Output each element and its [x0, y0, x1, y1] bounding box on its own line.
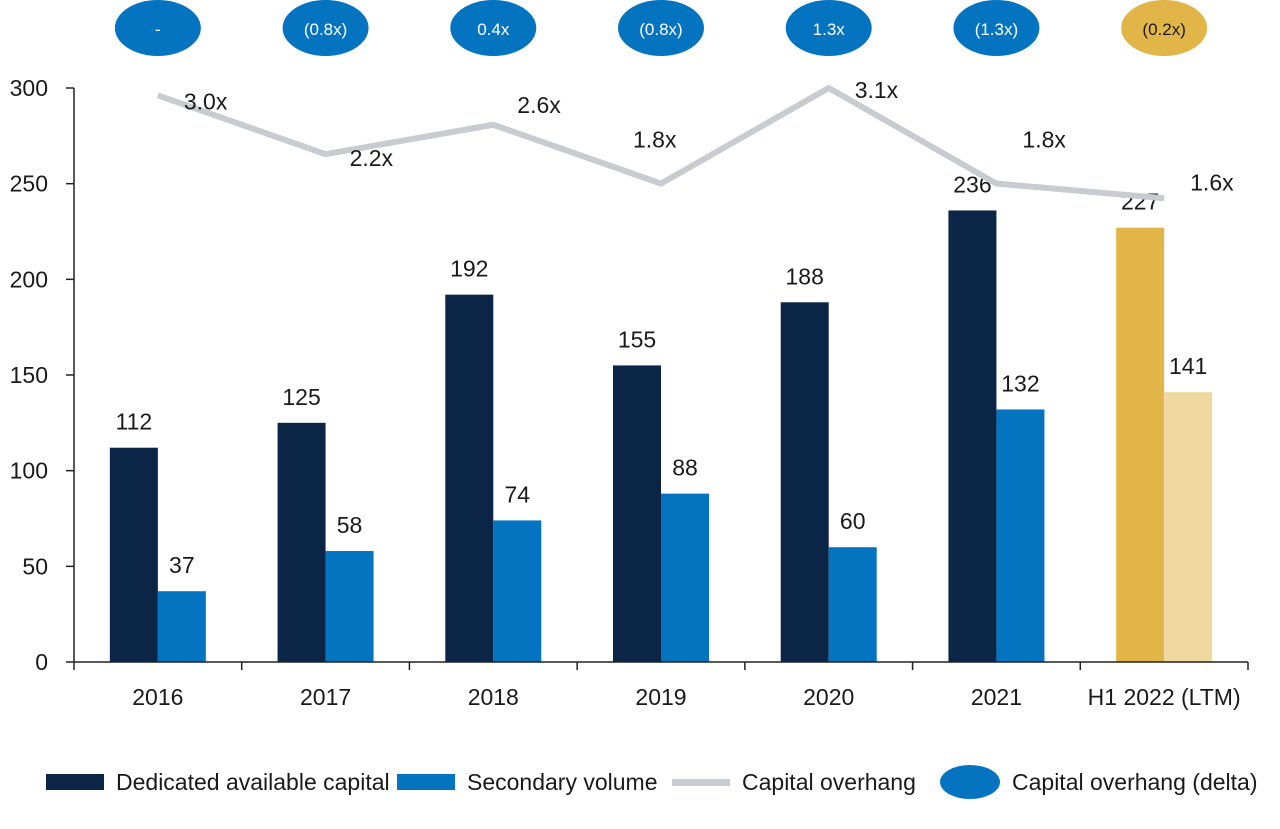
delta-badge	[953, 0, 1040, 56]
bar-dedicated-capital	[277, 422, 326, 662]
line-label-capital-overhang: 2.6x	[517, 92, 561, 118]
x-tick-label: 2021	[971, 684, 1022, 710]
bar-secondary-volume	[996, 409, 1045, 662]
bar-label-secondary-volume: 37	[169, 552, 195, 578]
legend-label-capital-overhang: Capital overhang	[742, 768, 916, 795]
bar-secondary-volume	[325, 551, 374, 662]
legend-swatch-capital-overhang	[672, 778, 730, 786]
delta-badge-label: 1.3x	[813, 20, 846, 39]
bar-secondary-volume	[828, 547, 877, 662]
delta-badge-label: -	[155, 20, 161, 39]
bar-label-secondary-volume: 58	[337, 512, 363, 538]
delta-badge-label: 0.4x	[477, 20, 510, 39]
delta-badge	[785, 0, 872, 56]
bar-secondary-volume	[1164, 392, 1213, 662]
bar-label-dedicated-capital: 155	[618, 326, 656, 352]
bar-label-dedicated-capital: 112	[116, 409, 153, 435]
y-tick-label: 200	[10, 266, 48, 292]
bar-dedicated-capital	[1116, 227, 1165, 662]
y-tick-label: 150	[10, 362, 48, 388]
line-label-capital-overhang: 2.2x	[350, 145, 394, 171]
bar-label-secondary-volume: 141	[1169, 353, 1207, 379]
line-label-capital-overhang: 1.8x	[1022, 127, 1066, 153]
y-tick-label: 250	[10, 171, 48, 197]
line-label-capital-overhang: 3.0x	[184, 88, 228, 114]
delta-badge-label: (1.3x)	[975, 20, 1018, 39]
delta-badge-label: (0.2x)	[1142, 20, 1185, 39]
bar-label-secondary-volume: 132	[1001, 370, 1039, 396]
x-tick-label: 2016	[132, 684, 183, 710]
delta-badge	[450, 0, 537, 56]
line-label-capital-overhang: 3.1x	[855, 77, 899, 103]
legend-swatch-dedicated-capital	[46, 774, 104, 790]
legend-label-secondary-volume: Secondary volume	[467, 768, 658, 795]
line-label-capital-overhang: 1.6x	[1190, 169, 1234, 195]
legend-item-secondary-volume: Secondary volume	[397, 760, 658, 804]
bar-dedicated-capital	[445, 294, 494, 662]
bar-label-dedicated-capital: 188	[786, 263, 824, 289]
bar-label-secondary-volume: 88	[672, 455, 698, 481]
bar-secondary-volume	[157, 591, 206, 662]
bar-dedicated-capital	[948, 210, 997, 662]
line-capital-overhang	[156, 84, 1165, 202]
delta-badge	[1121, 0, 1208, 56]
bar-secondary-volume	[493, 520, 542, 662]
legend-label-overhang-delta: Capital overhang (delta)	[1012, 768, 1258, 795]
y-tick-label: 100	[10, 458, 48, 484]
x-tick-label: H1 2022 (LTM)	[1088, 684, 1241, 710]
bar-dedicated-capital	[780, 302, 829, 662]
line-label-capital-overhang: 1.8x	[633, 127, 677, 153]
bar-label-secondary-volume: 74	[504, 481, 530, 507]
legend-item-capital-overhang: Capital overhang	[672, 760, 916, 804]
y-tick-label: 0	[35, 649, 48, 675]
legend-swatch-secondary-volume	[397, 774, 455, 790]
chart-legend: Dedicated available capital Secondary vo…	[0, 760, 1280, 804]
delta-badge	[114, 0, 201, 56]
x-tick-label: 2018	[468, 684, 519, 710]
x-tick-label: 2020	[803, 684, 854, 710]
bar-label-dedicated-capital: 192	[450, 256, 488, 282]
y-tick-label: 300	[10, 75, 48, 101]
legend-item-dedicated-capital: Dedicated available capital	[46, 760, 390, 804]
x-tick-label: 2019	[635, 684, 686, 710]
delta-badge-label: (0.8x)	[639, 20, 682, 39]
delta-badge-label: (0.8x)	[304, 20, 347, 39]
bar-label-dedicated-capital: 125	[282, 384, 320, 410]
bar-dedicated-capital	[109, 447, 158, 662]
overhang-chart: 11237125581927415588188602361322271413.0…	[10, 0, 1249, 710]
delta-badge	[618, 0, 704, 56]
bar-dedicated-capital	[613, 365, 661, 662]
legend-label-dedicated-capital: Dedicated available capital	[116, 768, 390, 795]
bar-secondary-volume	[661, 493, 709, 662]
delta-badge	[282, 0, 369, 56]
y-tick-label: 50	[22, 553, 48, 579]
legend-item-overhang-delta: Capital overhang (delta)	[940, 760, 1257, 804]
x-tick-label: 2017	[300, 684, 351, 710]
legend-swatch-overhang-delta	[940, 765, 1000, 799]
bar-label-secondary-volume: 60	[840, 508, 866, 534]
